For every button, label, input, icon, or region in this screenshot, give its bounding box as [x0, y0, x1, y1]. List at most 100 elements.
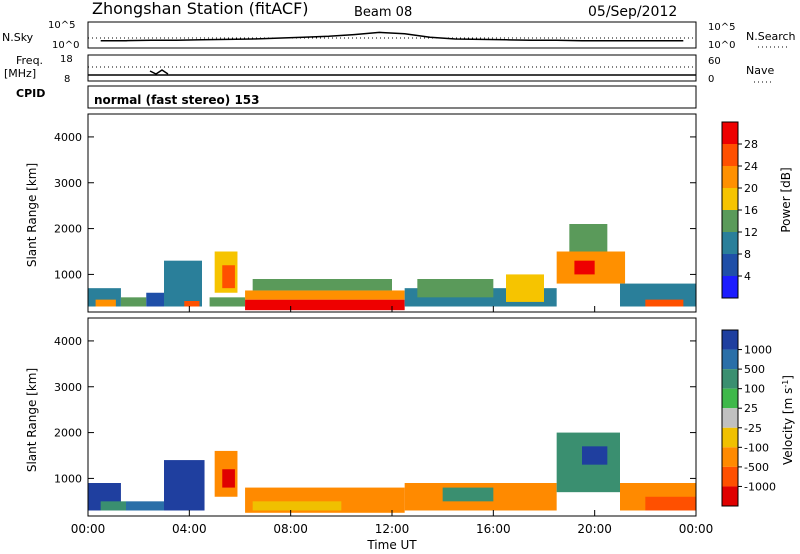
colorbar-swatch-5 [722, 232, 738, 254]
velocity-colorbar: 1000 500 100 25 -25 -100 -500 -1000 [721, 329, 776, 507]
colorbar-tick-label-3: 25 [744, 402, 758, 415]
data-patch-5 [184, 301, 200, 307]
colorbar-tick-label-0: 28 [744, 138, 758, 151]
time-axis: 00:00 04:00 08:00 12:00 16:00 20:00 00:00 [71, 306, 714, 536]
data-patch-13 [645, 496, 696, 511]
velocity-panel: 4000 3000 2000 1000 Slant Range [km] 1000 50… [25, 317, 796, 517]
colorbar-tick-label-4: -25 [744, 422, 762, 435]
colorbar-swatch-0 [722, 330, 738, 350]
colorbar-swatch-7 [722, 466, 738, 487]
cpid-panel: CPID normal (fast stereo) 153 [16, 85, 697, 109]
freq-left-tick-top: 18 [60, 54, 73, 65]
colorbar-swatch-4 [722, 210, 738, 232]
data-patch-7 [252, 501, 342, 511]
data-patch-1 [95, 299, 116, 307]
freq-panel: Freq. [MHz] 18 8 60 0 Nave [4, 54, 774, 85]
colorbar-swatch-3 [722, 188, 738, 210]
date-label: 05/Sep/2012 [588, 4, 677, 20]
data-patch-14 [506, 274, 544, 302]
xtick-label-1: 04:00 [172, 522, 207, 536]
data-patch-1 [100, 501, 126, 511]
ytick-label-2: 2000 [54, 427, 82, 440]
beam-label: Beam 08 [354, 5, 412, 20]
velocity-colorbar-label-main: Velocity [m s [781, 388, 795, 465]
ytick-label-3: 1000 [54, 268, 82, 281]
colorbar-swatch-7 [722, 276, 738, 298]
cpid-text: normal (fast stereo) 153 [94, 93, 260, 107]
xtick-label-5: 20:00 [577, 522, 612, 536]
colorbar-tick-label-6: -500 [744, 461, 769, 474]
colorbar-swatch-6 [722, 447, 738, 467]
xtick-label-3: 12:00 [375, 522, 410, 536]
colorbar-tick-label-4: 12 [744, 226, 758, 239]
nave-label: Nave [746, 64, 774, 77]
freq-left-tick-bottom: 8 [64, 74, 70, 85]
data-patch-9 [245, 299, 405, 311]
freq-right-tick-bottom: 0 [708, 74, 714, 85]
velocity-colorbar-label: Velocity [m s-1] [781, 375, 796, 465]
noise-sky-label: N.Sky [2, 31, 34, 44]
colorbar-tick-label-3: 16 [744, 204, 758, 217]
noise-search-label: N.Search [746, 30, 796, 43]
power-colorbar-label: Power [dB] [779, 167, 793, 232]
ytick-label-2: 2000 [54, 223, 82, 236]
data-patch-4 [164, 260, 202, 307]
velocity-colorbar-label-end: ] [781, 375, 795, 380]
colorbar-tick-label-1: 24 [744, 160, 758, 173]
noise-left-tick-bottom: 10^0 [52, 40, 79, 51]
colorbar-tick-label-5: 8 [744, 248, 751, 261]
power-colorbar: 28 24 20 16 12 8 4 [721, 121, 758, 299]
colorbar-tick-label-5: -100 [744, 441, 769, 454]
freq-label-1: Freq. [16, 54, 43, 67]
data-patch-9 [442, 487, 494, 502]
data-patch-10 [245, 290, 405, 300]
power-panel: 4000 3000 2000 1000 Slant Range [km] 28 24 20… [25, 113, 793, 313]
colorbar-tick-label-1: 500 [744, 363, 765, 376]
data-patch-13 [417, 279, 494, 298]
colorbar-swatch-6 [722, 254, 738, 276]
station-title: Zhongshan Station (fitACF) [92, 0, 309, 18]
time-axis-label: Time UT [366, 538, 417, 552]
colorbar-swatch-2 [722, 369, 738, 389]
ytick-label-1: 3000 [54, 381, 82, 394]
colorbar-swatch-3 [722, 388, 738, 409]
colorbar-tick-label-2: 20 [744, 182, 758, 195]
data-patch-2 [126, 501, 164, 511]
data-patch-8 [209, 297, 246, 307]
cpid-panel-frame [87, 85, 697, 109]
ytick-label-1: 3000 [54, 177, 82, 190]
colorbar-swatch-5 [722, 427, 738, 448]
colorbar-tick-label-2: 100 [744, 383, 765, 396]
colorbar-swatch-8 [722, 486, 738, 506]
freq-panel-frame [87, 54, 697, 82]
power-yticks: 4000 3000 2000 1000 [54, 131, 696, 281]
colorbar-frame [721, 329, 739, 507]
data-patch-16 [569, 224, 608, 252]
data-patch-5 [222, 469, 235, 488]
power-ylabel: Slant Range [km] [25, 163, 39, 267]
ytick-label-3: 1000 [54, 472, 82, 485]
noise-panel-frame [87, 21, 697, 49]
freq-right-tick-top: 60 [708, 56, 721, 67]
noise-right-tick-bottom: 10^0 [708, 40, 735, 51]
noise-sky-series [100, 31, 684, 42]
xtick-label-2: 08:00 [273, 522, 308, 536]
colorbar-swatch-1 [722, 349, 738, 370]
data-patch-11 [582, 446, 608, 465]
xtick-label-6: 00:00 [679, 522, 714, 536]
colorbar-swatch-1 [722, 144, 738, 166]
velocity-yticks: 4000 3000 2000 1000 [54, 335, 696, 485]
colorbar-tick-label-7: -1000 [744, 480, 776, 493]
colorbar-tick-label-0: 1000 [744, 344, 772, 357]
ytick-label-0: 4000 [54, 131, 82, 144]
velocity-colorbar-label-sup: -1 [781, 380, 790, 388]
velocity-data [88, 432, 696, 513]
data-patch-11 [252, 279, 392, 291]
colorbar-swatch-0 [722, 122, 738, 144]
freq-dip [149, 69, 169, 75]
freq-label-2: [MHz] [4, 67, 36, 80]
xtick-label-0: 00:00 [71, 522, 106, 536]
colorbar-swatch-2 [722, 166, 738, 188]
data-patch-7 [222, 265, 235, 289]
